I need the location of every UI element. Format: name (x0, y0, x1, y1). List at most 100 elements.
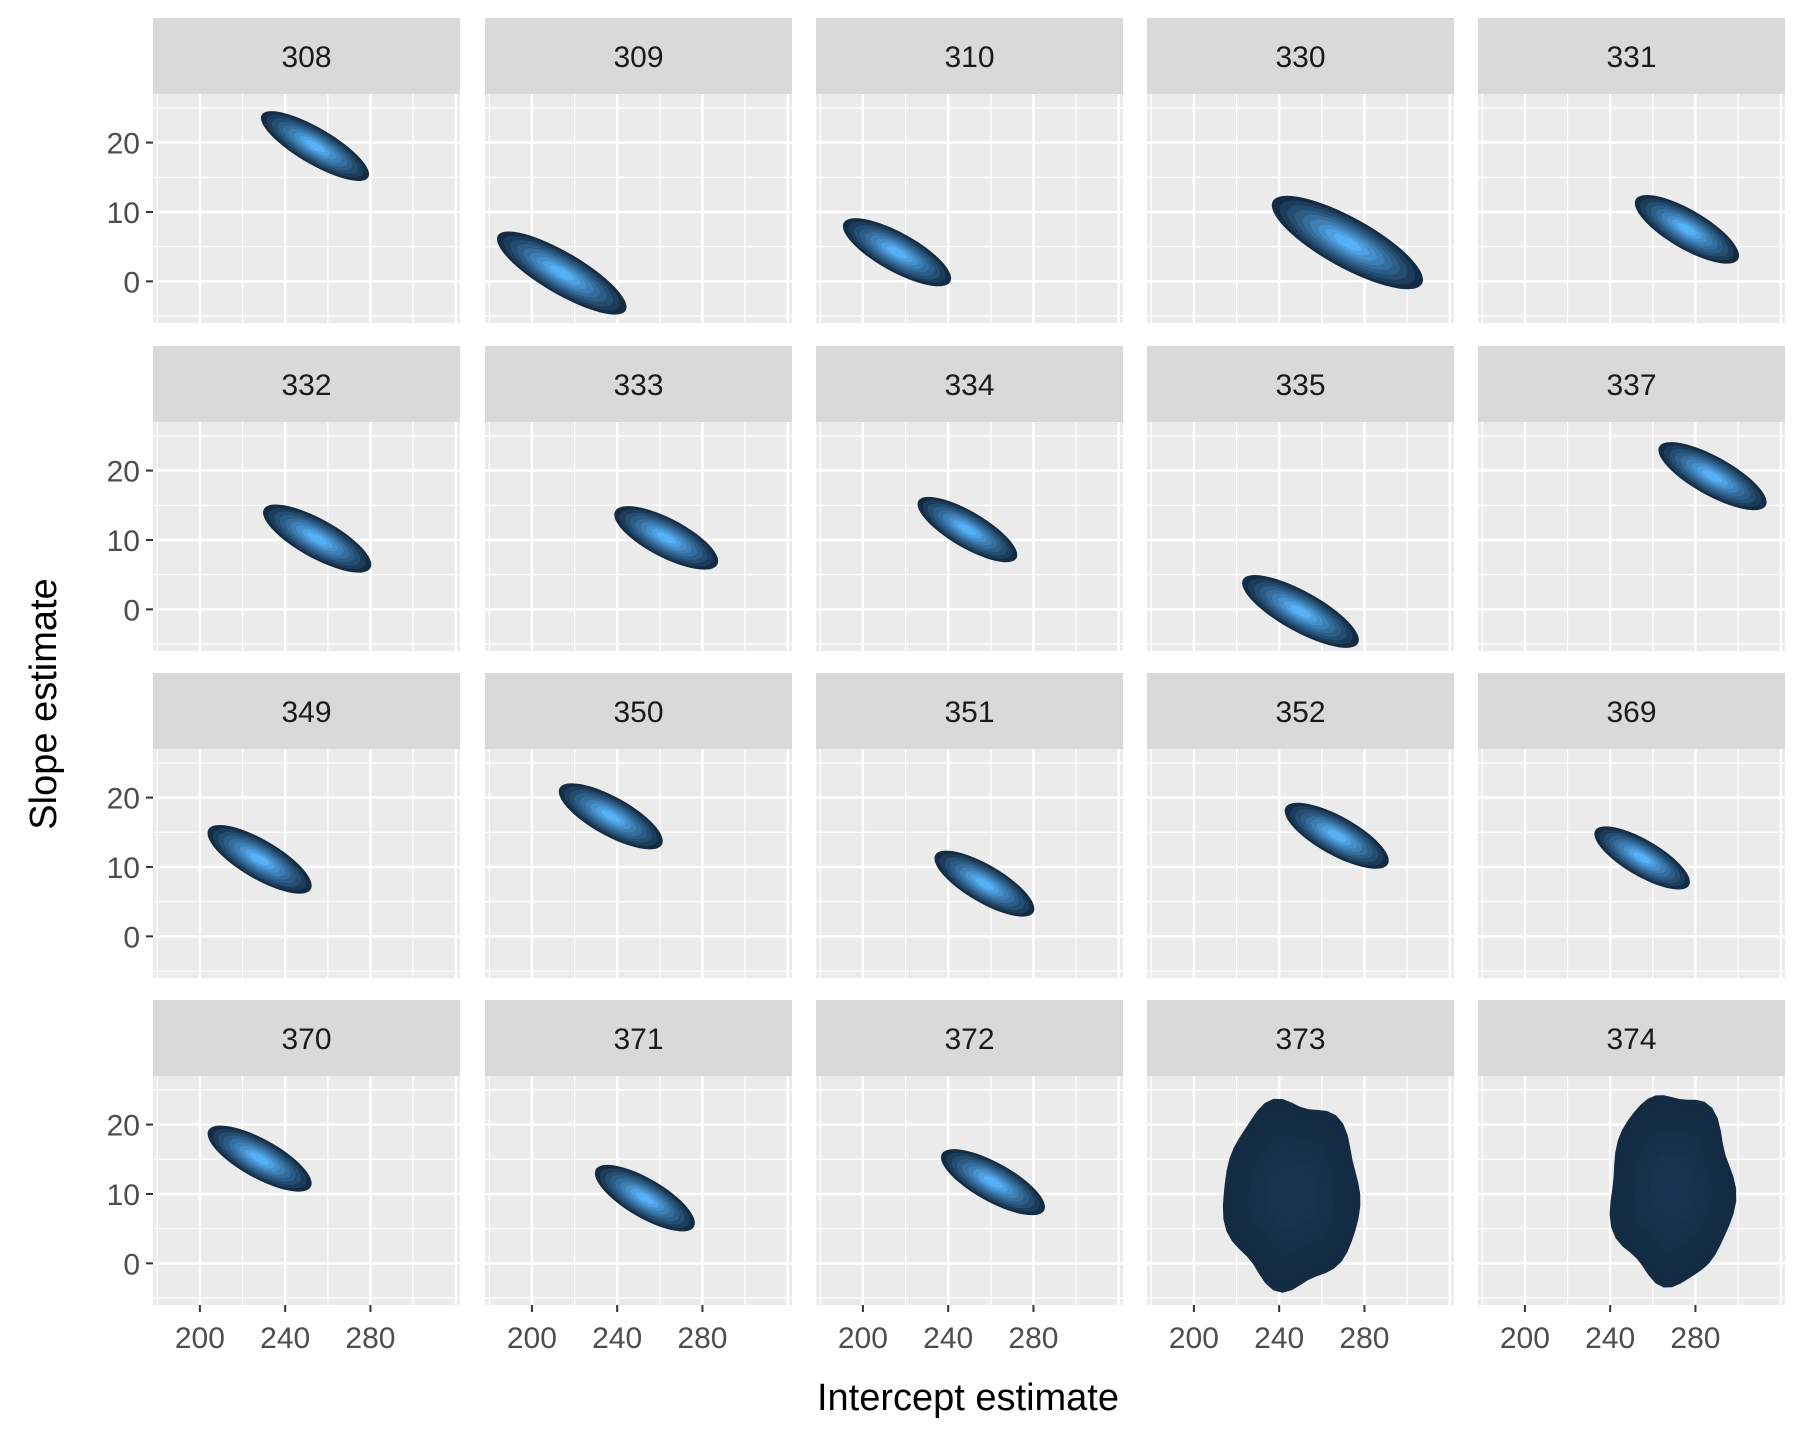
facet-strip (153, 1000, 460, 1076)
facet-strip-label: 374 (1606, 1023, 1656, 1056)
density-region (496, 231, 627, 315)
y-axis-title: Slope estimate (23, 578, 65, 829)
facet-strip (153, 18, 460, 94)
facet-370: 370 0 10 20 200 240 280 (107, 1000, 460, 1355)
facet-strip-label: 372 (944, 1023, 994, 1056)
y-tick-label: 0 (123, 921, 140, 954)
panel-background (1478, 422, 1785, 651)
y-tick-label: 20 (107, 456, 140, 489)
x-tick-label: 240 (260, 1322, 310, 1355)
facet-308: 308 0 10 20 (107, 18, 460, 323)
facet-strip-label: 369 (1606, 696, 1656, 729)
density-region (1242, 575, 1359, 648)
y-tick-label: 10 (107, 197, 140, 230)
density-region (263, 504, 372, 573)
facet-strip-label: 373 (1275, 1023, 1325, 1056)
density-contour-level (1677, 223, 1697, 236)
facet-strip-label: 333 (613, 369, 663, 402)
x-tick-label: 240 (1254, 1322, 1304, 1355)
density-region (558, 783, 663, 850)
density-region (1271, 195, 1423, 290)
density-contour-level (656, 532, 676, 544)
facet-strip (816, 18, 1123, 94)
y-tick-label: 0 (123, 266, 140, 299)
density-contour-level (549, 265, 574, 281)
facet-374: 374 200 240 280 (1478, 1000, 1785, 1355)
facet-strip (816, 346, 1123, 422)
panel-background (485, 94, 792, 323)
x-tick-label: 200 (507, 1322, 557, 1355)
facet-strip-label: 310 (944, 41, 994, 74)
y-tick-label: 20 (107, 128, 140, 161)
facet-strip-label: 349 (281, 696, 331, 729)
x-axis-title: Intercept estimate (817, 1377, 1119, 1419)
density-region (207, 824, 312, 894)
density-region (1284, 802, 1389, 869)
facet-strip-label: 337 (1606, 369, 1656, 402)
y-tick-label: 10 (107, 852, 140, 885)
facet-strip-label: 335 (1275, 369, 1325, 402)
y-tick-label: 20 (107, 1110, 140, 1143)
density-region (1222, 1098, 1361, 1293)
facet-350: 350 (485, 673, 792, 978)
density-region (1594, 826, 1690, 890)
y-tick-label: 20 (107, 783, 140, 816)
x-tick-label: 200 (838, 1322, 888, 1355)
density-region (842, 218, 952, 287)
facet-strip (485, 673, 792, 749)
facet-strip (485, 346, 792, 422)
x-tick-label: 240 (1585, 1322, 1635, 1355)
facet-strip (1478, 1000, 1785, 1076)
x-tick-label: 280 (1339, 1322, 1389, 1355)
y-tick-label: 10 (107, 525, 140, 558)
density-contour-level (305, 139, 325, 153)
facet-strip-label: 351 (944, 696, 994, 729)
facet-strip-label: 352 (1275, 696, 1325, 729)
density-contour-level (1289, 604, 1312, 619)
facet-331: 331 (1478, 18, 1785, 323)
facet-strip-label: 308 (281, 41, 331, 74)
panel-background (816, 94, 1123, 323)
density-contour-level (307, 532, 328, 545)
x-tick-label: 280 (1670, 1322, 1720, 1355)
density-contour-level (601, 810, 621, 823)
facet-strip (1478, 18, 1785, 94)
facet-strip (153, 673, 460, 749)
density-region (940, 1149, 1045, 1216)
facet-strip (1478, 346, 1785, 422)
density-contour-level (1702, 469, 1723, 483)
facet-373: 373 200 240 280 (1147, 1000, 1454, 1355)
x-tick-label: 280 (677, 1322, 727, 1355)
density-region (934, 850, 1035, 917)
density-contour-level (250, 853, 270, 866)
density-region (917, 496, 1018, 563)
facet-309: 309 (485, 18, 792, 323)
density-region (614, 506, 719, 570)
x-tick-label: 200 (175, 1322, 225, 1355)
facet-strip-label: 331 (1606, 41, 1656, 74)
x-tick-label: 200 (1169, 1322, 1219, 1355)
facet-371: 371 200 240 280 (485, 1000, 792, 1355)
facet-strip-label: 350 (613, 696, 663, 729)
facet-strip-label: 309 (613, 41, 663, 74)
facet-369: 369 (1478, 673, 1785, 978)
facet-panels: 308 0 10 20 309 310 330 331 332 0 10 20 333 334 335 337… (107, 18, 1785, 1355)
facet-strip (1147, 346, 1454, 422)
density-region (1658, 442, 1767, 511)
density-contour-level (1333, 233, 1362, 252)
facet-strip (485, 1000, 792, 1076)
facet-strip-label: 334 (944, 369, 994, 402)
facet-strip (816, 673, 1123, 749)
facet-310: 310 (816, 18, 1123, 323)
x-tick-label: 280 (345, 1322, 395, 1355)
facet-strip (816, 1000, 1123, 1076)
facet-352: 352 (1147, 673, 1454, 978)
facet-strip-label: 370 (281, 1023, 331, 1056)
facet-strip (1147, 1000, 1454, 1076)
density-contour-level (250, 1152, 270, 1165)
panel-background (485, 749, 792, 978)
facet-337: 337 (1478, 346, 1785, 651)
facet-351: 351 (816, 673, 1123, 978)
facet-333: 333 (485, 346, 792, 651)
